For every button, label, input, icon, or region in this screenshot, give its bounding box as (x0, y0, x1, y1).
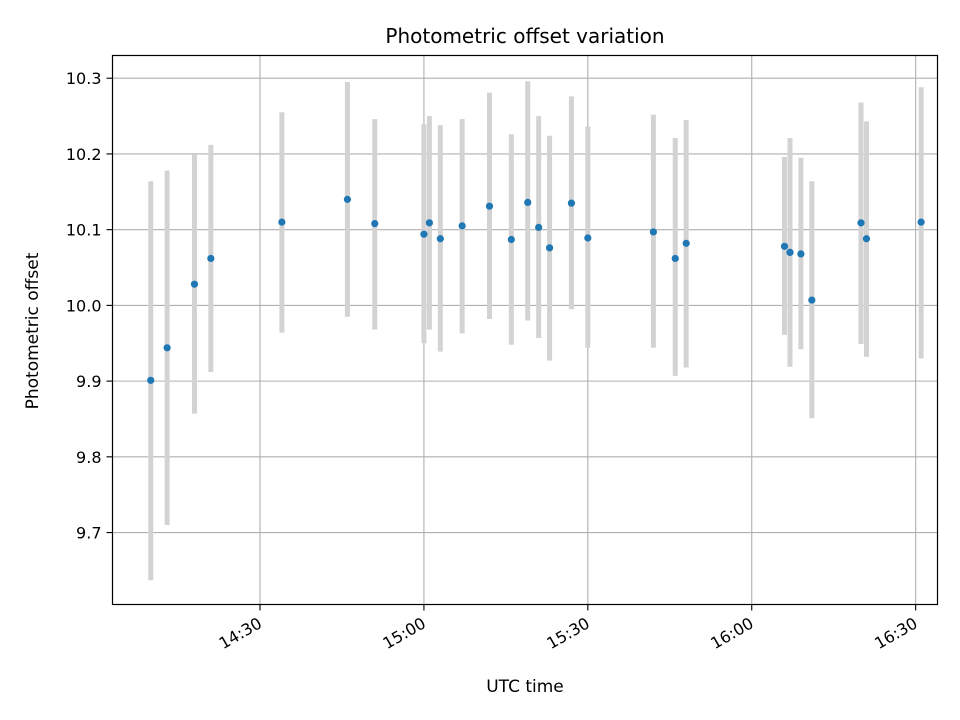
x-axis-label: UTC time (486, 677, 564, 697)
y-tick-label: 10.0 (66, 296, 102, 315)
data-point (917, 218, 925, 226)
chart-title: Photometric offset variation (385, 24, 664, 48)
grid (112, 55, 938, 605)
data-point (797, 250, 805, 258)
y-axis-label: Photometric offset (23, 252, 43, 409)
plot-frame (111, 54, 939, 606)
data-point (524, 198, 532, 207)
data-point (671, 254, 679, 263)
y-tick-label: 10.2 (66, 145, 102, 164)
data-point (808, 296, 816, 304)
data-point (458, 222, 466, 230)
data-point (567, 199, 576, 207)
y-tick-label: 10.1 (66, 221, 102, 240)
data-point (507, 235, 515, 244)
data-point (682, 239, 690, 247)
data-point (545, 244, 554, 252)
data-point (649, 228, 657, 236)
data-point (786, 248, 794, 256)
data-point (147, 376, 155, 384)
data-point (190, 280, 199, 288)
data-point (436, 235, 444, 243)
data-point (163, 344, 171, 352)
data-point (278, 218, 286, 226)
data-points (147, 195, 925, 384)
data-point (425, 219, 433, 227)
data-point (780, 242, 789, 250)
data-point (485, 202, 494, 210)
data-point (584, 234, 592, 242)
y-axis: 9.7 9.8 9.9 10.0 10.1 10.2 10.3 (66, 69, 113, 543)
data-point (420, 230, 428, 238)
data-point (857, 219, 865, 227)
data-point (371, 220, 379, 228)
data-point (862, 235, 871, 243)
y-tick-label: 9.9 (76, 372, 101, 391)
y-tick-label: 9.8 (76, 448, 101, 467)
data-point (207, 254, 215, 263)
data-point (343, 195, 352, 203)
y-tick-label: 10.3 (66, 69, 102, 88)
y-tick-label: 9.7 (76, 524, 101, 543)
data-point (535, 223, 543, 231)
